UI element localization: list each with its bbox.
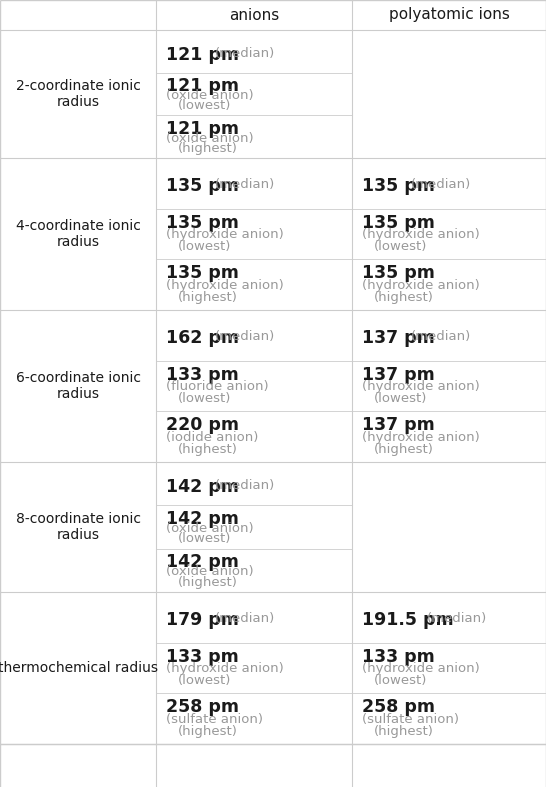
Text: polyatomic ions: polyatomic ions	[389, 8, 509, 23]
Text: (median): (median)	[215, 331, 275, 343]
Text: 137 pm: 137 pm	[362, 329, 435, 347]
Text: 121 pm: 121 pm	[166, 120, 239, 138]
Text: thermochemical radius: thermochemical radius	[0, 661, 158, 675]
Text: (median): (median)	[215, 178, 275, 191]
Text: 133 pm: 133 pm	[166, 366, 239, 384]
Text: 191.5 pm: 191.5 pm	[362, 611, 454, 630]
Text: (median): (median)	[215, 612, 275, 625]
Text: 135 pm: 135 pm	[166, 177, 239, 195]
Text: (iodide anion): (iodide anion)	[166, 430, 258, 444]
Text: (highest): (highest)	[178, 575, 238, 589]
Text: 258 pm: 258 pm	[166, 698, 239, 716]
Text: (median): (median)	[215, 479, 275, 493]
Text: 179 pm: 179 pm	[166, 611, 239, 630]
Text: (highest): (highest)	[374, 725, 434, 737]
Text: (highest): (highest)	[178, 142, 238, 155]
Text: (highest): (highest)	[178, 290, 238, 304]
Text: (hydroxide anion): (hydroxide anion)	[166, 662, 284, 675]
Text: (lowest): (lowest)	[374, 392, 428, 405]
Text: (lowest): (lowest)	[374, 674, 428, 687]
Text: (hydroxide anion): (hydroxide anion)	[362, 228, 480, 241]
Text: (hydroxide anion): (hydroxide anion)	[362, 279, 480, 292]
Text: (sulfate anion): (sulfate anion)	[362, 712, 459, 726]
Text: (lowest): (lowest)	[178, 392, 232, 405]
Text: (fluoride anion): (fluoride anion)	[166, 380, 269, 393]
Text: (median): (median)	[411, 331, 471, 343]
Text: 135 pm: 135 pm	[166, 264, 239, 283]
Text: (median): (median)	[426, 612, 486, 625]
Text: 258 pm: 258 pm	[362, 698, 435, 716]
Text: 142 pm: 142 pm	[166, 478, 239, 497]
Text: 137 pm: 137 pm	[362, 366, 435, 384]
Text: (lowest): (lowest)	[178, 674, 232, 687]
Text: (highest): (highest)	[374, 443, 434, 456]
Text: anions: anions	[229, 8, 279, 23]
Text: (oxide anion): (oxide anion)	[166, 89, 254, 102]
Text: (median): (median)	[215, 47, 275, 61]
Text: (hydroxide anion): (hydroxide anion)	[362, 380, 480, 393]
Text: (lowest): (lowest)	[178, 99, 232, 112]
Text: 133 pm: 133 pm	[362, 648, 435, 666]
Text: (lowest): (lowest)	[374, 240, 428, 253]
Text: (hydroxide anion): (hydroxide anion)	[362, 662, 480, 675]
Text: (lowest): (lowest)	[178, 240, 232, 253]
Text: 142 pm: 142 pm	[166, 553, 239, 571]
Text: 4-coordinate ionic
radius: 4-coordinate ionic radius	[16, 219, 140, 249]
Text: 2-coordinate ionic
radius: 2-coordinate ionic radius	[16, 79, 140, 109]
Text: 220 pm: 220 pm	[166, 416, 239, 434]
Text: 135 pm: 135 pm	[362, 264, 435, 283]
Text: 142 pm: 142 pm	[166, 510, 239, 527]
Text: (hydroxide anion): (hydroxide anion)	[166, 279, 284, 292]
Text: 121 pm: 121 pm	[166, 46, 239, 65]
Text: (median): (median)	[411, 178, 471, 191]
Text: 135 pm: 135 pm	[362, 177, 435, 195]
Text: 162 pm: 162 pm	[166, 329, 239, 347]
Text: 6-coordinate ionic
radius: 6-coordinate ionic radius	[15, 371, 140, 401]
Text: 121 pm: 121 pm	[166, 77, 239, 95]
Text: (highest): (highest)	[178, 443, 238, 456]
Text: 137 pm: 137 pm	[362, 416, 435, 434]
Text: (sulfate anion): (sulfate anion)	[166, 712, 263, 726]
Text: 133 pm: 133 pm	[166, 648, 239, 666]
Text: (lowest): (lowest)	[178, 532, 232, 545]
Text: (hydroxide anion): (hydroxide anion)	[166, 228, 284, 241]
Text: 135 pm: 135 pm	[166, 214, 239, 231]
Text: 8-coordinate ionic
radius: 8-coordinate ionic radius	[15, 512, 140, 542]
Text: (hydroxide anion): (hydroxide anion)	[362, 430, 480, 444]
Text: (highest): (highest)	[374, 290, 434, 304]
Text: (highest): (highest)	[178, 725, 238, 737]
Text: (oxide anion): (oxide anion)	[166, 522, 254, 535]
Text: (oxide anion): (oxide anion)	[166, 131, 254, 145]
Text: 135 pm: 135 pm	[362, 214, 435, 231]
Text: (oxide anion): (oxide anion)	[166, 565, 254, 578]
